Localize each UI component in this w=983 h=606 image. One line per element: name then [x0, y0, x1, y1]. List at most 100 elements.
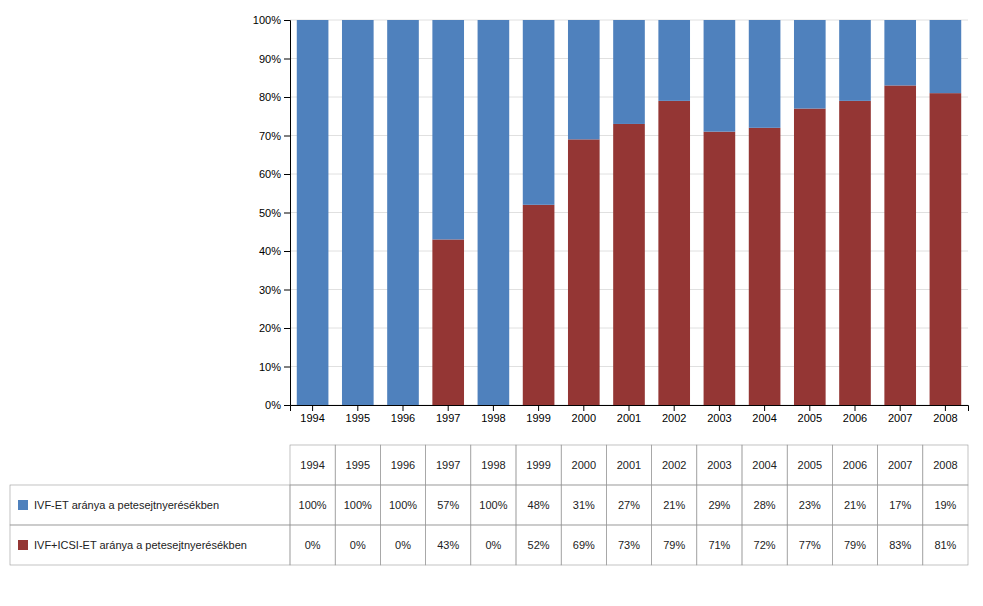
x-axis: 1994199519961997199819992000200120022003… [291, 405, 969, 424]
y-tick-mark [284, 174, 290, 175]
y-tick-mark [284, 20, 290, 21]
x-tick-mark [448, 405, 449, 411]
table-cell [606, 485, 651, 525]
x-tick: 1995 [346, 405, 370, 424]
y-tick-mark [284, 97, 290, 98]
table-value: 72% [754, 539, 776, 551]
table-cell [426, 445, 471, 485]
x-tick-mark [719, 405, 720, 411]
bar [387, 20, 419, 405]
table-value: 19% [934, 499, 956, 511]
x-tick-label: 2008 [933, 412, 957, 424]
table-header: 2002 [662, 459, 686, 471]
table-cell [290, 525, 335, 565]
x-tick-mark [493, 405, 494, 411]
table-value: 29% [708, 499, 730, 511]
x-tick-label: 2000 [572, 412, 596, 424]
y-tick-label: 100% [253, 14, 281, 26]
table-cell [380, 485, 425, 525]
y-tick: 40% [259, 245, 290, 257]
x-axis-line [291, 406, 969, 412]
bar [658, 20, 690, 101]
y-tick-label: 90% [259, 53, 281, 65]
bar [432, 20, 464, 239]
x-tick-label: 2005 [798, 412, 822, 424]
table-value: 43% [437, 539, 459, 551]
x-tick-label: 2002 [662, 412, 686, 424]
table-header: 2007 [888, 459, 912, 471]
x-tick: 2007 [888, 405, 912, 424]
table-value: 77% [799, 539, 821, 551]
bar [884, 20, 916, 85]
table-header: 1997 [436, 459, 460, 471]
x-tick: 2001 [617, 405, 641, 424]
table-cell [516, 445, 561, 485]
table-cell [426, 485, 471, 525]
bar [297, 20, 329, 405]
table-value: 100% [389, 499, 417, 511]
table-header: 2001 [617, 459, 641, 471]
table-value: 79% [663, 539, 685, 551]
x-tick-label: 1998 [481, 412, 505, 424]
x-tick-label: 2007 [888, 412, 912, 424]
table-cell [652, 485, 697, 525]
y-tick-label: 10% [259, 361, 281, 373]
y-tick-label: 0% [265, 399, 281, 411]
table-value: 23% [799, 499, 821, 511]
x-tick: 1998 [481, 405, 505, 424]
x-tick-mark [629, 405, 630, 411]
table-cell [652, 445, 697, 485]
bar [432, 239, 464, 405]
table-cell [335, 445, 380, 485]
y-tick: 80% [259, 91, 290, 103]
table-value: 0% [485, 539, 501, 551]
table-value: 79% [844, 539, 866, 551]
table-header: 2008 [933, 459, 957, 471]
bar [749, 20, 781, 128]
bar [568, 20, 600, 139]
table-cell [606, 525, 651, 565]
table-cell [471, 445, 516, 485]
x-tick-label: 1994 [300, 412, 324, 424]
bar [523, 205, 555, 405]
table-cell [923, 445, 968, 485]
y-tick: 60% [259, 168, 290, 180]
x-tick-mark [403, 405, 404, 411]
y-axis-line [284, 21, 291, 406]
data-table: 1994199519961997199819992000200120022003… [10, 445, 968, 565]
y-tick-mark [284, 213, 290, 214]
bar [613, 20, 645, 124]
table-cell [516, 525, 561, 565]
bar [478, 20, 510, 405]
table-cell [697, 485, 742, 525]
table-value: 28% [754, 499, 776, 511]
x-tick: 2005 [798, 405, 822, 424]
table-cell [787, 525, 832, 565]
table-cell [652, 525, 697, 565]
y-tick-mark [284, 328, 290, 329]
table-value: 57% [437, 499, 459, 511]
x-tick: 1997 [436, 405, 460, 424]
table-cell [697, 445, 742, 485]
table-value: 100% [479, 499, 507, 511]
table-cell [335, 485, 380, 525]
x-tick-mark [357, 405, 358, 411]
y-tick-mark [284, 405, 290, 406]
bar [839, 101, 871, 405]
table-value: 71% [708, 539, 730, 551]
table-value: 0% [395, 539, 411, 551]
table-cell [832, 445, 877, 485]
table-value: 52% [528, 539, 550, 551]
bar [342, 20, 374, 405]
table-cell [878, 525, 923, 565]
bar [523, 20, 555, 205]
table-cell [426, 525, 471, 565]
y-tick-label: 80% [259, 91, 281, 103]
table-value: 69% [573, 539, 595, 551]
table-header: 1994 [300, 459, 324, 471]
table-cell [561, 445, 606, 485]
x-tick-mark [764, 405, 765, 411]
y-tick: 10% [259, 361, 290, 373]
table-cell [471, 485, 516, 525]
table-header: 2006 [843, 459, 867, 471]
